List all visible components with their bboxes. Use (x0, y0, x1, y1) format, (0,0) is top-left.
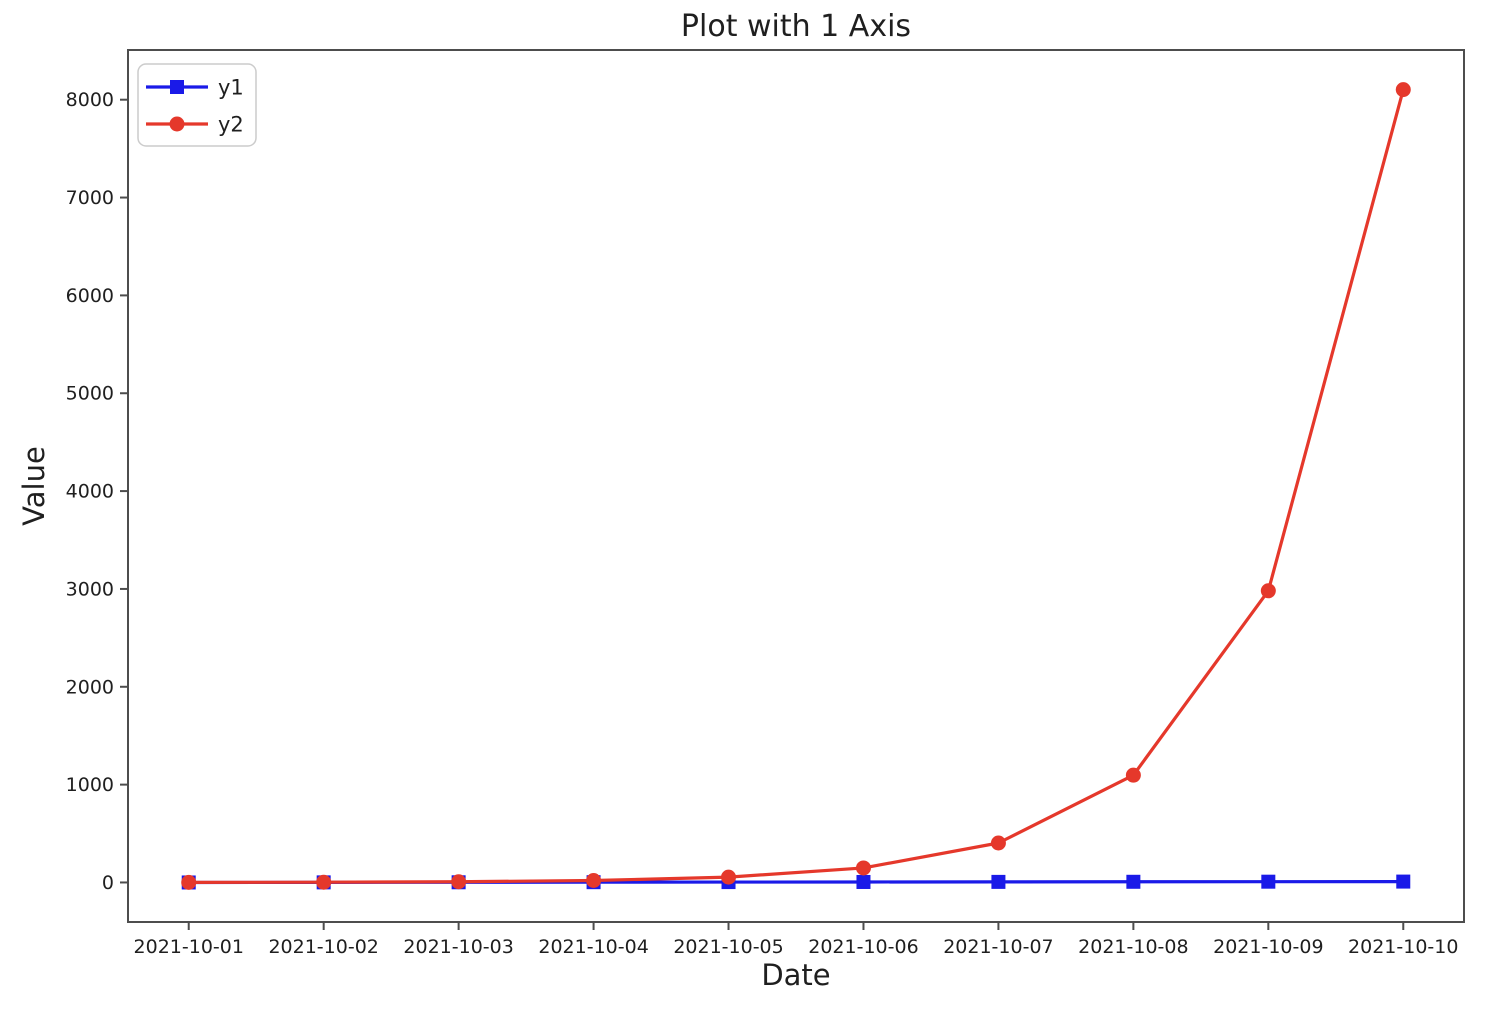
x-tick-label: 2021-10-09 (1213, 936, 1323, 958)
series-y1-marker (991, 874, 1006, 889)
y-tick-label: 6000 (66, 285, 114, 307)
y-tick-label: 1000 (66, 774, 114, 796)
series-y2-marker (586, 873, 602, 889)
legend-circle-marker-icon (169, 116, 185, 132)
series-y2-marker (1395, 82, 1411, 98)
y-tick-label: 3000 (66, 578, 114, 600)
y-tick-label: 5000 (66, 383, 114, 405)
x-tick-label: 2021-10-06 (808, 936, 918, 958)
series-y1-marker (1126, 874, 1141, 889)
series-y2-marker (1125, 767, 1141, 783)
series-y2-marker (451, 874, 467, 890)
series-y1-marker (1396, 874, 1411, 889)
x-tick-label: 2021-10-04 (538, 936, 648, 958)
y-tick-label: 7000 (66, 187, 114, 209)
x-tick-label: 2021-10-08 (1078, 936, 1188, 958)
chart-title: Plot with 1 Axis (681, 9, 911, 44)
y-tick-label: 8000 (66, 89, 114, 111)
series-y2-marker (181, 874, 197, 890)
x-tick-label: 2021-10-05 (673, 936, 783, 958)
y-tick-label: 0 (102, 872, 114, 894)
x-axis-label: Date (761, 958, 830, 992)
y-axis-label: Value (17, 446, 51, 526)
plot-area: 0 1000 2000 3000 4000 5000 6000 7000 8000 2021-10… (66, 49, 1465, 958)
series-y1-marker (856, 874, 871, 889)
series-y2-marker (316, 874, 332, 890)
x-tick-label: 2021-10-01 (134, 936, 244, 958)
plot-border (127, 49, 1465, 923)
series-line-y2 (187, 88, 1405, 884)
x-tick-label: 2021-10-02 (268, 936, 378, 958)
series-y2-marker (1260, 583, 1276, 599)
x-tick-label: 2021-10-10 (1348, 936, 1458, 958)
legend-square-marker-icon (170, 80, 184, 94)
y-tick-label: 2000 (66, 676, 114, 698)
x-tick-label: 2021-10-07 (943, 936, 1053, 958)
series-y2-marker (721, 869, 737, 885)
legend-label-y2: y2 (218, 113, 244, 137)
series-y1-marker (1261, 874, 1276, 889)
series-y2-marker (990, 835, 1006, 851)
series-y2-marker (855, 860, 871, 876)
x-tick-label: 2021-10-03 (403, 936, 513, 958)
legend: y1 y2 (137, 63, 257, 147)
legend-label-y1: y1 (218, 76, 244, 100)
y-tick-label: 4000 (66, 481, 114, 503)
